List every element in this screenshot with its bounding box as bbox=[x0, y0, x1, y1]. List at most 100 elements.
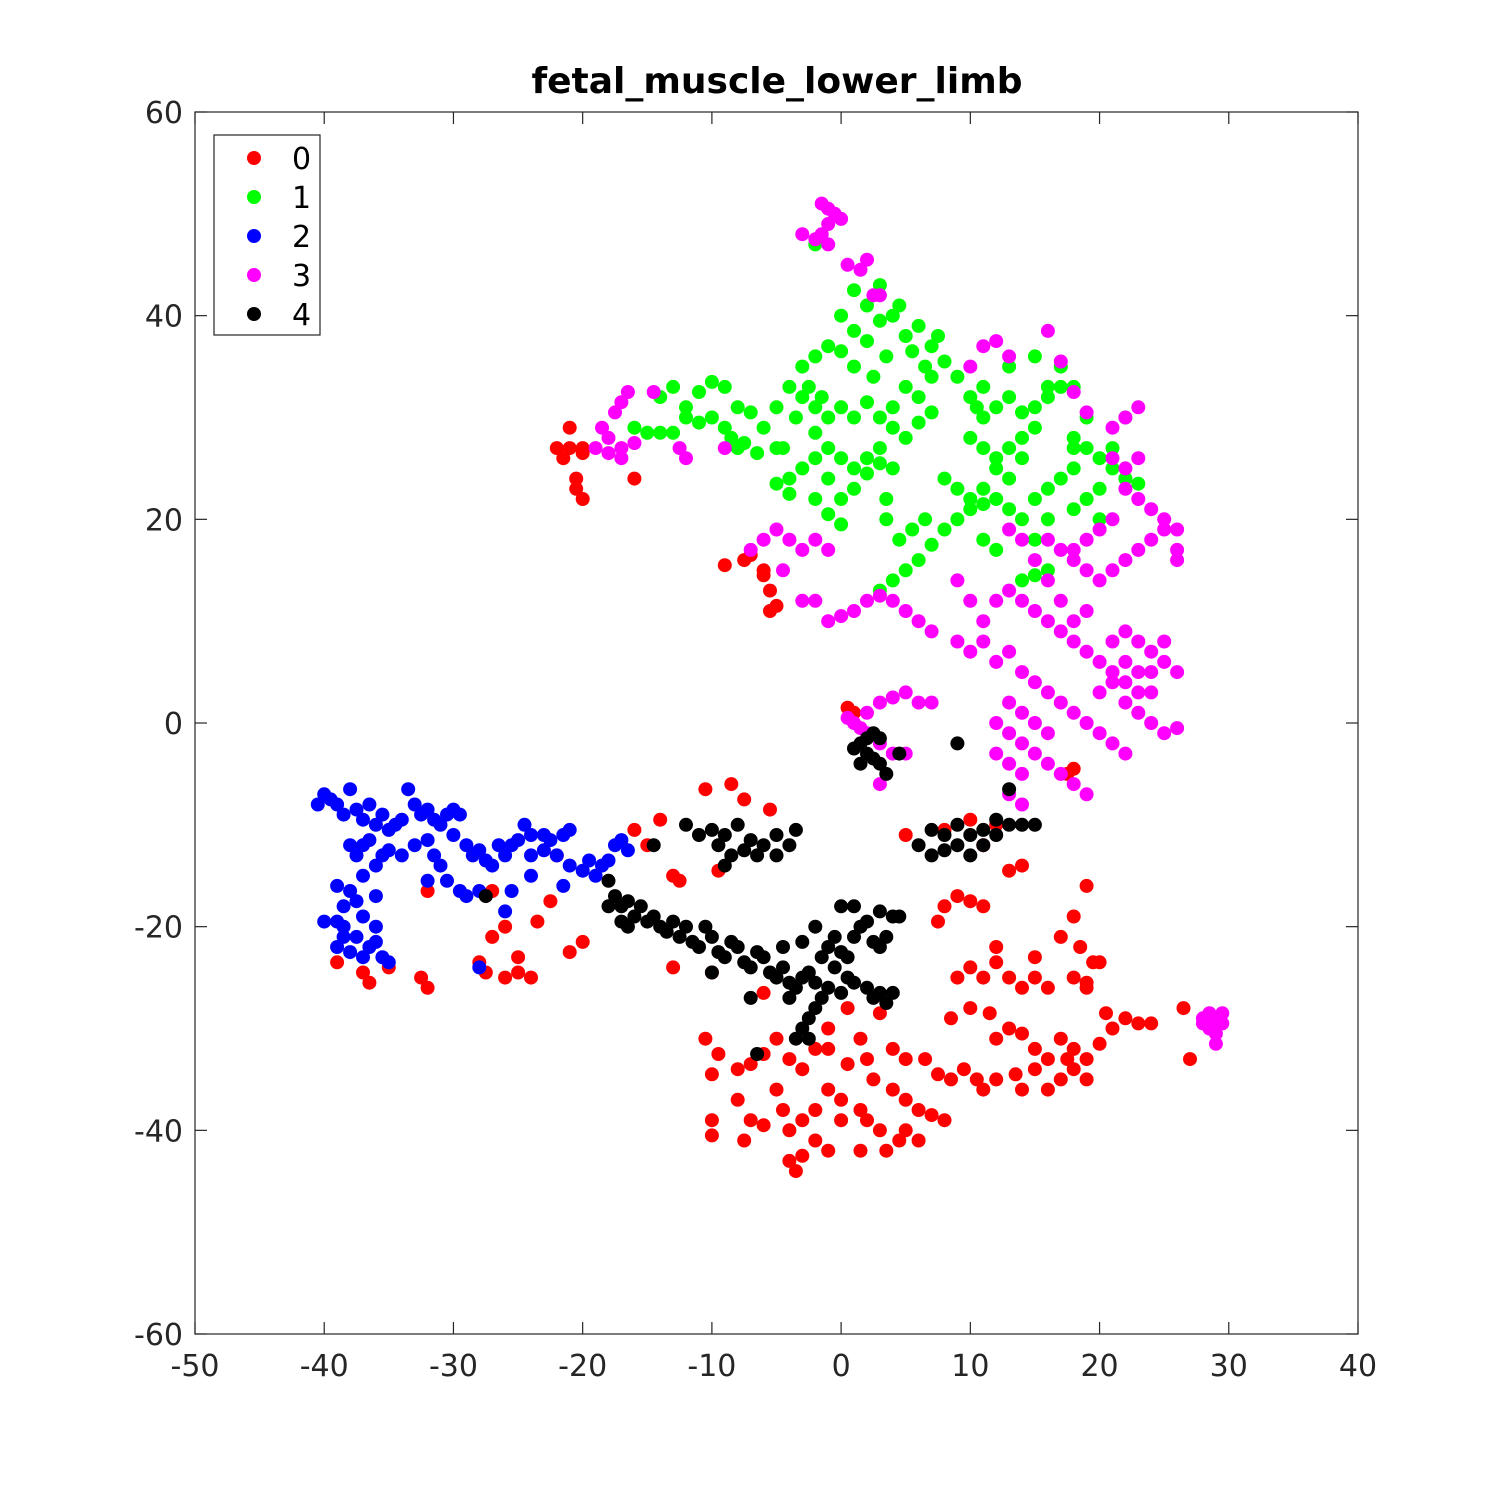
data-point bbox=[317, 914, 332, 929]
data-point bbox=[472, 843, 487, 858]
data-point bbox=[1105, 665, 1120, 680]
data-point bbox=[1053, 1072, 1068, 1087]
data-point bbox=[834, 609, 849, 624]
data-point bbox=[879, 1143, 894, 1158]
data-point bbox=[750, 446, 765, 461]
data-point bbox=[368, 858, 383, 873]
data-point bbox=[485, 929, 500, 944]
data-point bbox=[1066, 502, 1081, 517]
data-point bbox=[524, 848, 538, 863]
data-point bbox=[860, 705, 874, 720]
data-point bbox=[1002, 782, 1017, 797]
data-point bbox=[575, 934, 590, 949]
data-point bbox=[1131, 492, 1146, 506]
data-point bbox=[1118, 1011, 1133, 1026]
data-point bbox=[989, 461, 1004, 476]
data-point bbox=[704, 822, 719, 837]
data-point bbox=[1040, 323, 1055, 338]
data-point bbox=[976, 838, 991, 853]
data-point bbox=[330, 955, 345, 970]
data-point bbox=[885, 690, 900, 705]
data-point bbox=[872, 777, 887, 792]
data-point bbox=[737, 1133, 752, 1148]
data-point bbox=[989, 746, 1004, 761]
data-point bbox=[872, 1006, 887, 1021]
data-point bbox=[1092, 1036, 1107, 1051]
data-point bbox=[1027, 349, 1042, 364]
data-point bbox=[821, 1143, 836, 1158]
data-point bbox=[1040, 685, 1055, 700]
data-point bbox=[1027, 1062, 1042, 1077]
data-point bbox=[498, 970, 513, 985]
data-point bbox=[1157, 512, 1172, 527]
data-point bbox=[911, 318, 926, 333]
data-point bbox=[614, 451, 629, 466]
data-point bbox=[821, 542, 836, 557]
data-point bbox=[763, 802, 777, 817]
data-point bbox=[989, 812, 1004, 827]
data-point bbox=[905, 344, 920, 359]
data-point bbox=[1015, 766, 1029, 781]
data-point bbox=[1092, 451, 1107, 466]
legend-label: 2 bbox=[292, 220, 311, 255]
data-point bbox=[885, 985, 900, 1000]
data-point bbox=[381, 955, 396, 970]
data-point bbox=[627, 471, 642, 486]
data-point bbox=[601, 873, 616, 888]
data-point bbox=[756, 1118, 771, 1133]
data-point bbox=[872, 756, 887, 771]
data-point bbox=[1066, 385, 1081, 399]
data-point bbox=[1066, 634, 1081, 649]
data-point bbox=[905, 522, 920, 537]
data-point bbox=[769, 828, 784, 842]
data-point bbox=[737, 792, 752, 807]
data-point bbox=[407, 838, 422, 853]
data-point bbox=[368, 889, 383, 904]
data-point bbox=[1015, 736, 1029, 751]
legend-marker bbox=[247, 151, 261, 165]
data-point bbox=[976, 634, 991, 649]
data-point bbox=[1040, 532, 1055, 547]
data-point bbox=[543, 833, 558, 848]
x-tick-label: 40 bbox=[1339, 1349, 1377, 1384]
data-point bbox=[776, 960, 790, 975]
data-point bbox=[834, 1113, 849, 1128]
data-point bbox=[343, 838, 358, 853]
data-point bbox=[588, 441, 603, 456]
data-point bbox=[349, 802, 364, 817]
data-point bbox=[1170, 665, 1185, 680]
data-point bbox=[756, 532, 771, 547]
data-point bbox=[692, 940, 706, 954]
data-point bbox=[614, 395, 629, 410]
data-point bbox=[795, 1113, 810, 1128]
data-point bbox=[1027, 716, 1042, 730]
data-point bbox=[834, 211, 849, 226]
legend-items: 0 1 2 3 4 bbox=[247, 142, 311, 333]
data-point bbox=[963, 502, 978, 517]
data-point bbox=[1027, 817, 1042, 832]
data-point bbox=[349, 848, 364, 863]
data-point bbox=[717, 379, 732, 394]
data-point bbox=[1002, 502, 1017, 517]
data-point bbox=[840, 950, 855, 965]
data-point bbox=[821, 217, 836, 231]
data-point bbox=[717, 420, 732, 435]
x-tick-label: 30 bbox=[1210, 1349, 1248, 1384]
data-point bbox=[1079, 1052, 1094, 1067]
series-2 bbox=[310, 782, 635, 975]
data-point bbox=[808, 593, 823, 608]
data-point bbox=[1144, 1016, 1159, 1031]
data-point bbox=[847, 323, 861, 338]
data-point bbox=[549, 441, 564, 456]
data-point bbox=[989, 940, 1004, 954]
data-point bbox=[575, 441, 590, 456]
data-point bbox=[1195, 1016, 1210, 1031]
data-point bbox=[853, 1143, 868, 1158]
data-point bbox=[1015, 593, 1029, 608]
data-point bbox=[911, 614, 926, 629]
data-point bbox=[944, 1011, 958, 1026]
data-point bbox=[982, 1006, 997, 1021]
data-point bbox=[1015, 451, 1029, 466]
data-point bbox=[679, 400, 693, 415]
data-point bbox=[963, 894, 978, 909]
